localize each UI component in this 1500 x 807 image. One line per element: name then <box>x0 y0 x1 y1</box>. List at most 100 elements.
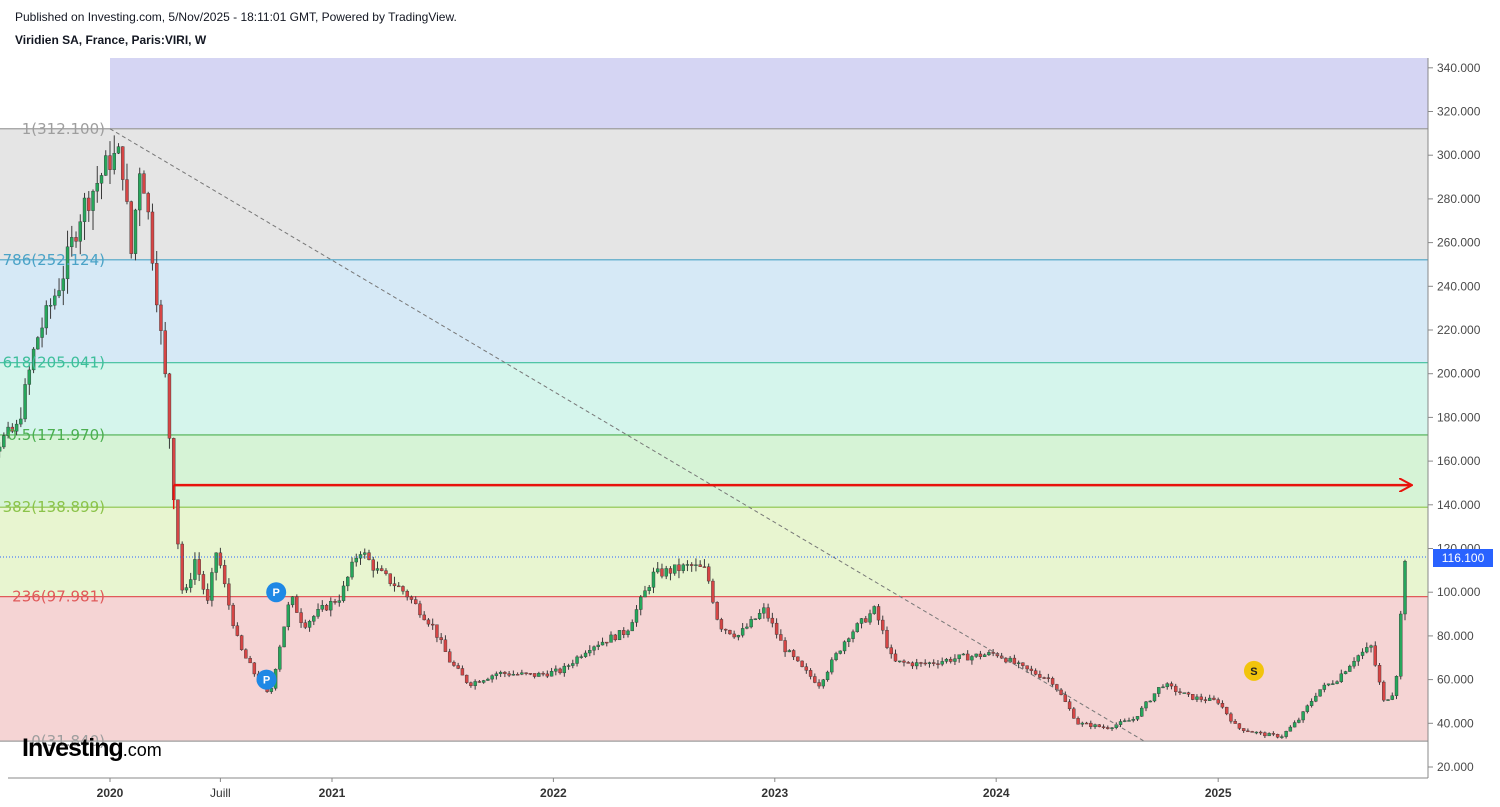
plot-area <box>0 58 1428 742</box>
candle <box>1016 660 1021 669</box>
candle <box>1224 706 1229 716</box>
candle <box>1038 670 1042 679</box>
candle <box>944 657 949 664</box>
candle <box>1131 716 1135 723</box>
x-tick-label: 2023 <box>761 786 788 800</box>
candle <box>490 674 494 683</box>
x-tick-label: 2025 <box>1205 786 1232 800</box>
candle <box>575 655 579 667</box>
candle <box>1288 725 1293 732</box>
candle <box>728 629 732 635</box>
candle <box>961 653 966 656</box>
candle <box>753 618 758 621</box>
candle <box>948 656 953 664</box>
candle <box>732 630 736 639</box>
candle <box>970 655 974 665</box>
candle <box>1403 559 1407 621</box>
candle <box>1084 721 1089 725</box>
candle <box>10 423 15 434</box>
fib-zone-above <box>110 58 1428 129</box>
candle <box>545 670 550 679</box>
candle <box>592 645 596 656</box>
candle <box>222 559 227 588</box>
candle <box>1318 689 1322 697</box>
candle <box>868 609 872 625</box>
y-tick-label: 320.000 <box>1437 105 1481 119</box>
candle <box>1237 723 1242 730</box>
candle <box>740 622 745 638</box>
candle <box>881 615 885 635</box>
candle <box>435 624 439 643</box>
candle <box>622 627 626 639</box>
candle <box>1314 692 1318 703</box>
candle <box>885 626 889 650</box>
candle <box>1352 657 1356 669</box>
candle <box>401 585 405 595</box>
candle <box>1229 712 1233 724</box>
candle <box>656 562 660 574</box>
candle <box>286 601 291 631</box>
candle <box>430 618 435 630</box>
symbol-title: Viridien SA, France, Paris:VIRI, W <box>15 33 207 47</box>
y-tick-label: 140.000 <box>1437 498 1481 512</box>
candle <box>562 663 567 677</box>
candle <box>698 560 702 567</box>
candle <box>842 640 847 655</box>
candle <box>630 619 634 632</box>
candle <box>1203 696 1208 704</box>
candle <box>1118 719 1123 728</box>
candle <box>876 603 881 625</box>
candle <box>320 600 324 612</box>
candle <box>138 167 142 227</box>
candle <box>902 659 906 667</box>
candle <box>859 618 864 629</box>
candle <box>1127 717 1131 722</box>
candle <box>571 659 575 669</box>
candle <box>1343 670 1348 675</box>
candle <box>307 619 312 632</box>
candle <box>205 583 210 605</box>
candle <box>252 662 257 677</box>
y-tick-label: 60.000 <box>1437 673 1474 687</box>
candle <box>48 298 53 319</box>
candle <box>116 143 121 155</box>
candle <box>146 191 150 220</box>
candle <box>422 611 426 621</box>
candle <box>749 616 753 629</box>
candle <box>965 650 970 661</box>
fib-label-4: 382(138.899) <box>3 498 105 516</box>
candle <box>473 679 477 690</box>
candle <box>906 661 910 664</box>
candle <box>1326 683 1331 687</box>
candle <box>554 665 558 676</box>
candle <box>363 548 367 559</box>
candle <box>333 598 337 605</box>
y-tick-label: 20.000 <box>1437 760 1474 774</box>
x-tick-label: 2020 <box>97 786 124 800</box>
candle <box>660 563 664 579</box>
candle <box>1390 692 1394 701</box>
candle <box>99 172 104 200</box>
candle <box>1080 721 1085 727</box>
candle <box>188 572 193 593</box>
candle <box>1101 724 1106 730</box>
candle <box>1144 701 1148 712</box>
candle <box>380 565 384 572</box>
fib-label-2: 618(205.041) <box>3 354 105 372</box>
published-caption: Published on Investing.com, 5/Nov/2025 -… <box>15 10 457 24</box>
candle <box>1233 719 1237 724</box>
candle <box>1195 694 1199 703</box>
candle <box>626 629 630 638</box>
candle <box>520 669 524 676</box>
candle <box>481 679 486 684</box>
candle <box>1356 654 1360 666</box>
candle <box>1072 706 1076 719</box>
candle <box>566 663 571 670</box>
candle <box>418 600 422 618</box>
candle <box>1207 694 1212 702</box>
candle <box>673 564 677 576</box>
candle <box>1148 700 1152 703</box>
candle <box>1284 730 1288 739</box>
y-tick-label: 180.000 <box>1437 410 1481 424</box>
